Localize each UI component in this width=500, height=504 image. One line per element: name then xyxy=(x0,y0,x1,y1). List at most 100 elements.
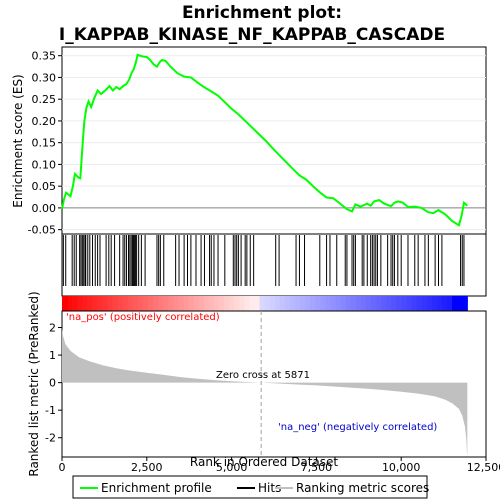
color-bar-segment xyxy=(371,296,377,311)
color-bar-segment xyxy=(249,296,255,311)
color-bar-segment xyxy=(447,296,453,311)
color-bar-segment xyxy=(82,296,88,311)
x-tick-label: 12,500 xyxy=(467,461,500,474)
color-bar-segment xyxy=(214,296,220,311)
color-bar-segment xyxy=(194,296,200,311)
es-y-tick-label: -0.05 xyxy=(28,224,56,237)
color-bar-red-end xyxy=(62,296,68,311)
es-panel-frame xyxy=(62,47,486,234)
color-bar-segment xyxy=(133,296,139,311)
es-y-tick-label: 0.00 xyxy=(32,202,57,215)
legend-label-enrichment: Enrichment profile xyxy=(101,481,212,495)
es-y-tick-label: 0.10 xyxy=(32,158,57,171)
positive-correlation-label: 'na_pos' (positively correlated) xyxy=(66,312,220,323)
es-y-tick-label: 0.25 xyxy=(32,93,57,106)
color-bar-segment xyxy=(381,296,387,311)
color-bar-segment xyxy=(386,296,392,311)
color-bar-segment xyxy=(163,296,169,311)
color-bar-segment xyxy=(153,296,159,311)
color-bar-segment xyxy=(437,296,443,311)
color-bar-segment xyxy=(427,296,433,311)
color-bar-segment xyxy=(204,296,210,311)
legend-label-ranking: Ranking metric scores xyxy=(296,481,429,495)
color-bar-segment xyxy=(123,296,129,311)
color-bar-segment xyxy=(315,296,321,311)
color-bar-segment xyxy=(376,296,382,311)
color-bar-segment xyxy=(260,296,266,311)
es-y-tick-label: 0.05 xyxy=(32,180,57,193)
color-bar-segment xyxy=(118,296,124,311)
color-bar-segment xyxy=(285,296,291,311)
color-bar-segment xyxy=(275,296,281,311)
metric-y-tick-label: 1 xyxy=(49,349,56,362)
color-bar-segment xyxy=(97,296,103,311)
color-bar-segment xyxy=(341,296,347,311)
metric-y-tick-label: 2 xyxy=(49,322,56,335)
color-bar-segment xyxy=(361,296,367,311)
color-bar-segment xyxy=(280,296,286,311)
color-bar-segment xyxy=(432,296,438,311)
color-bar-segment xyxy=(396,296,402,311)
color-bar-segment xyxy=(113,296,119,311)
x-tick-label: 0 xyxy=(59,461,66,474)
x-tick-label: 2,500 xyxy=(131,461,163,474)
color-bar-segment xyxy=(346,296,352,311)
color-bar-blue-end xyxy=(452,296,467,311)
color-bar-segment xyxy=(407,296,413,311)
x-tick-label: 10,000 xyxy=(382,461,421,474)
color-bar-segment xyxy=(199,296,205,311)
color-bar-segment xyxy=(265,296,271,311)
color-bar-segment xyxy=(92,296,98,311)
color-bar-segment xyxy=(138,296,144,311)
color-bar-segment xyxy=(366,296,372,311)
color-bar-segment xyxy=(189,296,195,311)
zero-cross-label: Zero cross at 5871 xyxy=(216,370,310,381)
color-bar-segment xyxy=(173,296,179,311)
metric-y-tick-label: -1 xyxy=(45,404,56,417)
es-y-axis-ticks: -0.050.000.050.100.150.200.250.300.35 xyxy=(28,50,62,237)
negative-correlation-label: 'na_neg' (negatively correlated) xyxy=(278,422,437,433)
color-bar-segment xyxy=(168,296,174,311)
color-bar-segment xyxy=(143,296,149,311)
color-bar-segment xyxy=(72,296,78,311)
color-bar-segment xyxy=(128,296,134,311)
color-bar-segment xyxy=(184,296,190,311)
color-bar-segment xyxy=(300,296,306,311)
color-bar-segment xyxy=(290,296,296,311)
x-axis-label: Rank in Ordered Dataset xyxy=(190,455,338,469)
color-bar-segment xyxy=(234,296,240,311)
chart-title-line2: I_KAPPAB_KINASE_NF_KAPPAB_CASCADE xyxy=(59,25,445,45)
color-bar-segment xyxy=(158,296,164,311)
color-bar-segment xyxy=(219,296,225,311)
es-y-axis-label: Enrichment score (ES) xyxy=(11,74,25,207)
color-bar-segment xyxy=(209,296,215,311)
color-bar-segment xyxy=(320,296,326,311)
color-bar-segment xyxy=(255,296,261,311)
color-bar-segment xyxy=(325,296,331,311)
color-bar-segment xyxy=(224,296,230,311)
hits-panel-frame xyxy=(62,234,486,296)
color-bar-segment xyxy=(401,296,407,311)
color-bar-segment xyxy=(295,296,301,311)
es-y-tick-label: 0.15 xyxy=(32,137,57,150)
color-bar-segment xyxy=(417,296,423,311)
chart-title-line1: Enrichment plot: xyxy=(182,3,342,23)
color-bar-segment xyxy=(270,296,276,311)
color-bar-segment xyxy=(77,296,83,311)
legend: Enrichment profile Hits Ranking metric s… xyxy=(73,476,429,498)
metric-y-tick-label: -2 xyxy=(45,432,56,445)
metric-y-tick-label: 0 xyxy=(49,377,56,390)
es-y-tick-label: 0.20 xyxy=(32,115,57,128)
color-bar-segment xyxy=(87,296,93,311)
color-bar-segment xyxy=(305,296,311,311)
color-bar-segment xyxy=(229,296,235,311)
color-bar-segment xyxy=(148,296,154,311)
es-y-tick-label: 0.30 xyxy=(32,71,57,84)
color-bar-segment xyxy=(179,296,185,311)
color-bar-segment xyxy=(351,296,357,311)
color-bar-segment xyxy=(391,296,397,311)
color-bar-segment xyxy=(108,296,114,311)
color-bar-segment xyxy=(336,296,342,311)
